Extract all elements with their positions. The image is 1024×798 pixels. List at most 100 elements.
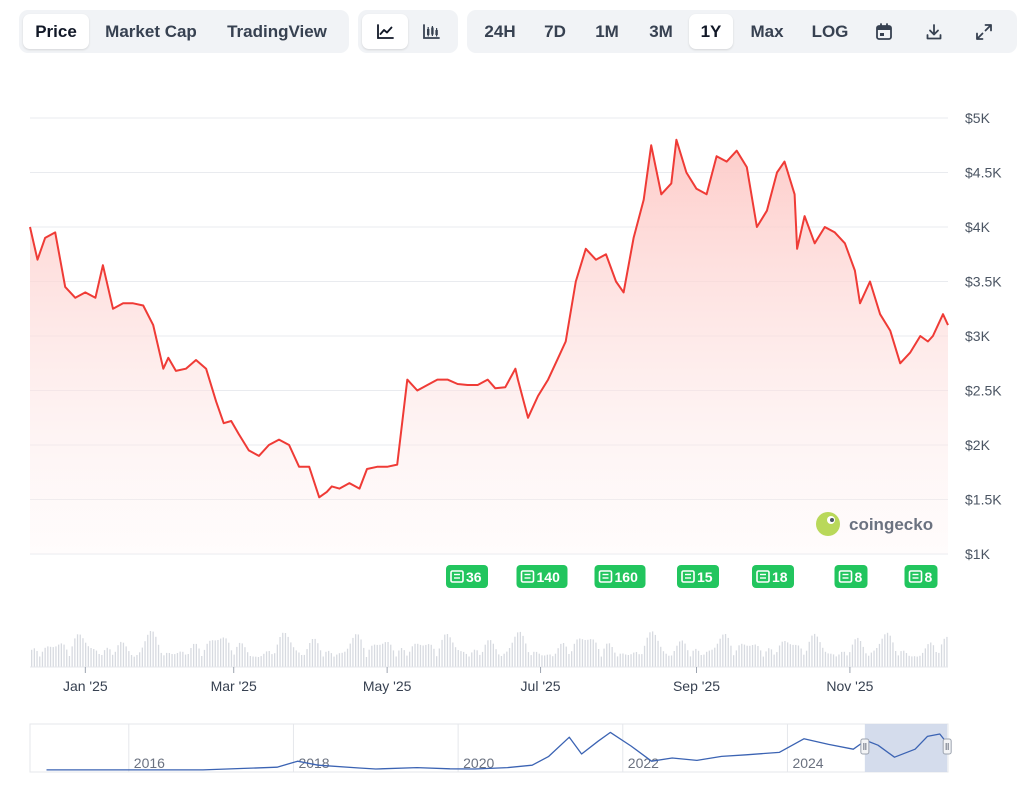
volume-bar: [868, 655, 870, 667]
volume-bar: [303, 654, 305, 667]
tab-price[interactable]: Price: [23, 14, 89, 49]
volume-bar: [646, 637, 648, 667]
volume-bar: [581, 639, 584, 667]
volume-bar: [228, 642, 230, 667]
volume-bar: [743, 644, 746, 667]
volume-bar: [157, 644, 160, 667]
volume-bar: [522, 635, 524, 667]
volume-bar: [859, 641, 862, 667]
volume-bar: [398, 650, 400, 667]
news-badge[interactable]: 8: [904, 565, 938, 588]
volume-bar: [311, 639, 314, 667]
volume-bar: [409, 651, 411, 667]
volume-bar: [876, 648, 878, 667]
range-max[interactable]: Max: [750, 21, 784, 41]
volume-bar: [244, 647, 246, 667]
volume-bar: [430, 644, 432, 667]
price-area-fill: [30, 139, 948, 555]
volume-bar: [128, 651, 130, 667]
volume-bar: [60, 643, 62, 667]
volume-bar: [473, 649, 476, 667]
news-badge[interactable]: 15: [677, 565, 719, 588]
volume-bar: [419, 644, 422, 667]
volume-bar: [360, 639, 362, 667]
volume-bar: [55, 646, 57, 667]
volume-bar: [68, 656, 71, 667]
line-chart-button[interactable]: [362, 14, 408, 49]
volume-bar: [908, 655, 910, 667]
volume-bar: [47, 646, 49, 667]
tab-market-cap[interactable]: Market Cap: [105, 21, 197, 41]
volume-bar: [265, 651, 268, 667]
range-log[interactable]: LOG: [811, 21, 849, 41]
newspaper-icon: [908, 570, 923, 583]
navigator-right-handle[interactable]: [942, 738, 952, 755]
news-badge-count: 36: [466, 569, 482, 585]
volume-bar: [862, 646, 864, 667]
volume-bar: [787, 642, 789, 667]
volume-bar: [544, 655, 546, 667]
volume-bar: [274, 653, 276, 667]
watermark-text: coingecko: [849, 515, 933, 534]
candlestick-button[interactable]: [408, 14, 454, 49]
range-1m[interactable]: 1M: [595, 21, 619, 41]
volume-bar: [365, 657, 368, 667]
volume-bar: [206, 643, 208, 667]
volume-bar: [230, 650, 233, 667]
volume-bar: [476, 650, 478, 667]
volume-bar: [708, 650, 710, 667]
volume-bar: [284, 633, 287, 667]
navigator-frame: [29, 723, 949, 773]
y-tick-label: $2K: [965, 437, 991, 453]
tab-tradingview[interactable]: TradingView: [227, 21, 327, 41]
volume-bar: [144, 641, 146, 667]
volume-bar: [573, 643, 575, 667]
volume-bar: [808, 641, 810, 667]
volume-bar: [255, 656, 257, 667]
volume-bar: [166, 652, 168, 667]
volume-bar: [508, 648, 511, 667]
volume-bar: [805, 650, 808, 667]
volume-bar: [600, 656, 602, 667]
news-badge-count: 18: [772, 569, 788, 585]
volume-bar: [214, 640, 216, 667]
volume-bar: [873, 650, 875, 667]
download-button[interactable]: [909, 14, 959, 49]
volume-bar: [668, 655, 670, 667]
volume-bar: [654, 634, 656, 667]
navigator-left-handle[interactable]: [860, 738, 870, 755]
volume-bar: [527, 652, 530, 667]
navigator-tick-label: 2018: [298, 755, 329, 771]
volume-bar: [492, 643, 494, 667]
volume-bar: [446, 634, 449, 667]
news-badge[interactable]: 160: [594, 565, 646, 588]
volume-bar: [63, 644, 65, 667]
volume-bar: [841, 651, 843, 667]
volume-bar: [940, 644, 943, 667]
range-3m[interactable]: 3M: [649, 21, 673, 41]
volume-bar: [503, 653, 505, 667]
volume-bar: [816, 636, 818, 667]
news-badge[interactable]: 18: [752, 565, 794, 588]
volume-bar: [846, 655, 848, 667]
range-navigator[interactable]: 2016 2018 2020 2022 2024: [29, 723, 952, 773]
calendar-button[interactable]: [859, 14, 909, 49]
volume-bar: [687, 650, 689, 667]
news-badge[interactable]: 36: [446, 565, 488, 588]
expand-button[interactable]: [959, 14, 1009, 49]
navigator-selection[interactable]: [864, 724, 948, 772]
volume-bar: [932, 645, 935, 667]
volume-bar: [619, 653, 621, 667]
range-7d[interactable]: 7D: [544, 21, 566, 41]
volume-bar: [784, 641, 786, 667]
range-1y[interactable]: 1Y: [689, 14, 733, 49]
volume-bar: [735, 650, 737, 667]
volume-bar: [643, 645, 646, 667]
news-badge[interactable]: 8: [834, 565, 868, 588]
newspaper-icon: [756, 570, 770, 583]
volume-bar: [87, 646, 89, 667]
news-badge[interactable]: 140: [516, 565, 568, 588]
y-tick-label: $3.5K: [965, 274, 1002, 290]
range-24h[interactable]: 24H: [484, 21, 516, 41]
volume-bar: [768, 648, 770, 667]
